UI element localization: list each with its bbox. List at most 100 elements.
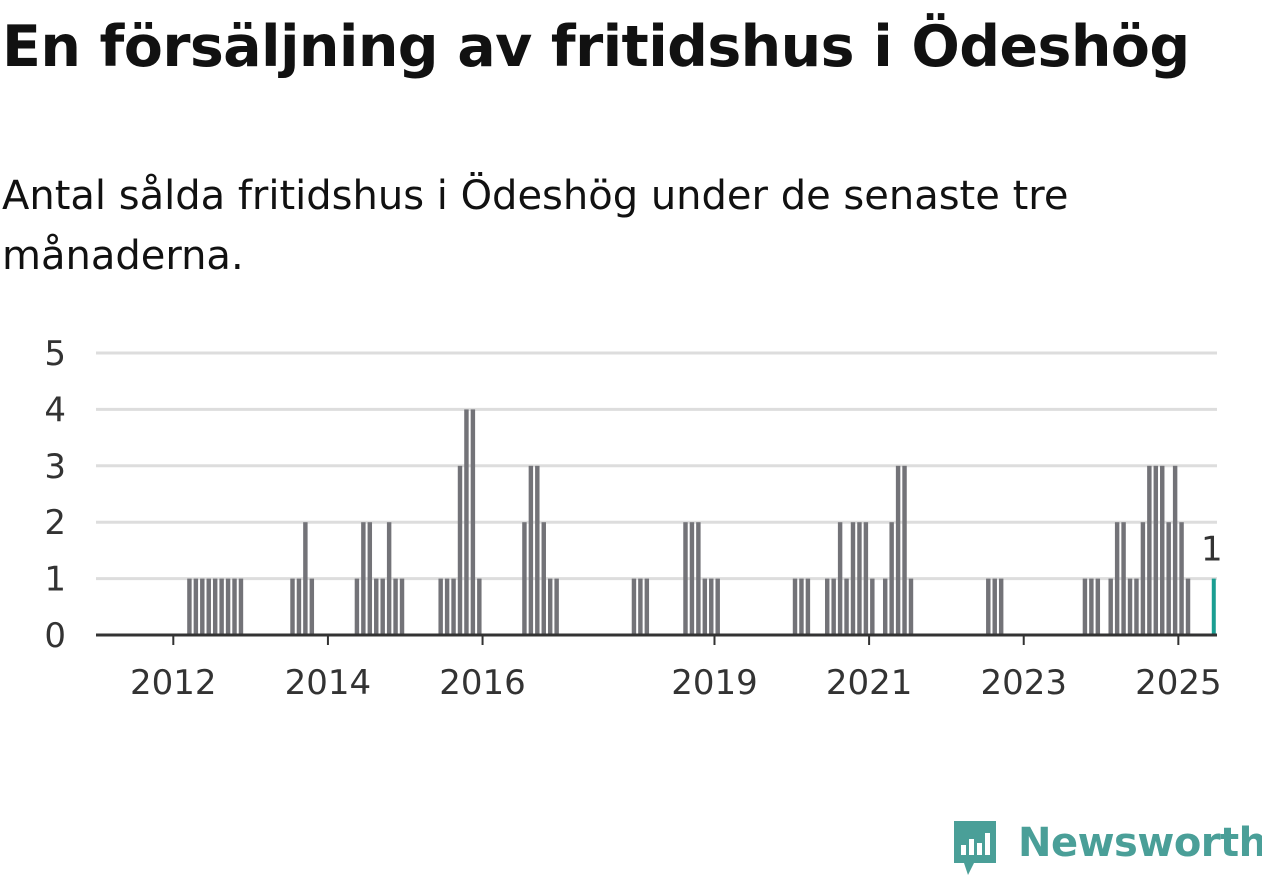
bar — [850, 522, 856, 635]
bar — [200, 578, 205, 635]
y-tick-label: 0 — [44, 616, 66, 656]
bar — [882, 578, 888, 635]
bar — [444, 578, 450, 635]
bar — [219, 578, 224, 635]
x-tick-label: 2025 — [1135, 663, 1222, 703]
bar — [290, 578, 295, 635]
x-tick-label: 2014 — [285, 663, 372, 703]
bar — [1134, 578, 1139, 635]
bar — [870, 578, 875, 635]
latest-value-label: 1 — [1201, 530, 1223, 570]
bar — [354, 578, 360, 635]
bar — [528, 465, 534, 635]
bar — [702, 578, 708, 635]
bar — [554, 578, 559, 635]
bar — [837, 522, 843, 635]
x-tick-label: 2012 — [130, 663, 217, 703]
bar — [193, 578, 199, 635]
bar — [547, 578, 553, 635]
bar-chart: 0 1 2 3 4 5 2012 2014 2016 2019 2021 2023 2025 1 — [44, 334, 1223, 703]
bar-highlight — [1211, 578, 1216, 635]
bar — [309, 578, 315, 635]
bar — [1127, 578, 1133, 635]
chart-subtitle: Antal sålda fritidshus i Ödeshög under d… — [2, 173, 1069, 279]
bar — [212, 578, 218, 635]
newsworthy-logo: Newsworthy — [950, 817, 1262, 879]
bar — [1160, 465, 1165, 635]
bar — [399, 578, 405, 635]
bar — [857, 522, 862, 635]
bar — [393, 578, 398, 635]
bar — [296, 578, 302, 635]
bar — [644, 578, 650, 635]
bar — [464, 409, 469, 635]
bar — [1172, 465, 1178, 635]
bar — [1082, 578, 1088, 635]
bar — [631, 578, 637, 635]
bar — [696, 522, 701, 635]
y-tick-label: 1 — [44, 560, 66, 600]
x-axis-ticks: 2012 2014 2016 2019 2021 2023 2025 — [130, 635, 1222, 703]
bar — [1114, 522, 1120, 635]
bar — [895, 465, 901, 635]
bar — [187, 578, 192, 635]
bar — [1179, 522, 1184, 635]
newsworthy-logo-icon — [954, 821, 996, 875]
x-tick-label: 2019 — [671, 663, 758, 703]
bar — [1095, 578, 1101, 635]
y-tick-label: 5 — [44, 334, 66, 374]
bar — [683, 522, 688, 635]
bar — [470, 409, 476, 635]
bar — [457, 465, 463, 635]
bar — [238, 578, 244, 635]
bar — [1140, 522, 1146, 635]
bar — [908, 578, 914, 635]
bar — [1147, 465, 1152, 635]
bar — [689, 522, 695, 635]
bar — [522, 522, 527, 635]
bar — [844, 578, 849, 635]
bar — [998, 578, 1004, 635]
x-tick-label: 2021 — [826, 663, 913, 703]
bar — [451, 578, 456, 635]
bar — [206, 578, 211, 635]
bar — [831, 578, 836, 635]
bar — [1166, 522, 1171, 635]
bar — [799, 578, 804, 635]
bar — [1089, 578, 1094, 635]
bar — [805, 578, 811, 635]
bar — [225, 578, 231, 635]
bar — [1108, 578, 1113, 635]
bars — [187, 409, 1216, 635]
bar — [986, 578, 991, 635]
bar — [715, 578, 720, 635]
bar — [380, 578, 385, 635]
bar — [992, 578, 997, 635]
brand-name: Newsworthy — [1018, 820, 1262, 866]
bar — [1121, 522, 1126, 635]
bar — [638, 578, 643, 635]
bar — [1153, 465, 1159, 635]
bar — [535, 465, 540, 635]
bar — [303, 522, 308, 635]
x-tick-label: 2023 — [980, 663, 1067, 703]
bar — [361, 522, 366, 635]
bar — [889, 522, 894, 635]
bar — [1185, 578, 1191, 635]
bar — [825, 578, 830, 635]
bar — [438, 578, 443, 635]
page-title: En försäljning av fritidshus i Ödeshög — [2, 14, 1190, 80]
y-tick-label: 3 — [44, 447, 66, 487]
bar — [374, 578, 379, 635]
bar — [477, 578, 482, 635]
bar — [792, 578, 798, 635]
y-axis-ticks: 0 1 2 3 4 5 — [44, 334, 66, 656]
y-tick-label: 2 — [44, 503, 66, 543]
bar — [367, 522, 373, 635]
bar — [863, 522, 869, 635]
x-tick-label: 2016 — [439, 663, 526, 703]
bar — [232, 578, 237, 635]
grid-lines — [96, 351, 1217, 581]
bar — [902, 465, 907, 635]
bar — [386, 522, 392, 635]
